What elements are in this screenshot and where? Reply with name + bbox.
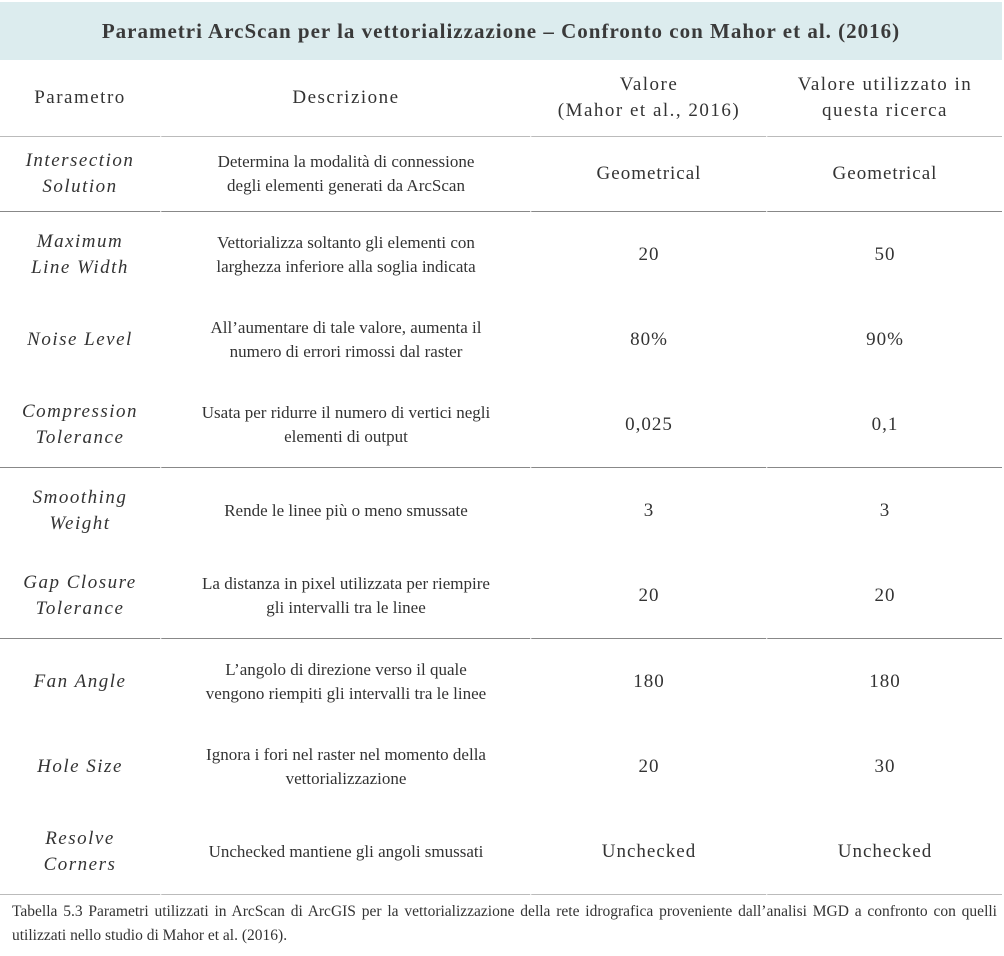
param-name-cell: Gap Closure Tolerance — [0, 553, 160, 639]
table-row: Maximum Line Width Vettorializza soltanto … — [0, 212, 1002, 297]
description-cell: All’aumentare di tale valore, aumenta il… — [160, 297, 530, 382]
description-cell: Usata per ridurre il numero di vertici n… — [160, 382, 530, 468]
table-row: Smoothing Weight Rende le linee più o meno… — [0, 468, 1002, 553]
param-name-cell: Intersection Solution — [0, 137, 160, 212]
table-row: Hole Size Ignora i fori nel raster nel mo… — [0, 724, 1002, 809]
research-value-cell: Geometrical — [766, 137, 1002, 212]
table-row: Intersection Solution Determina la modalit… — [0, 137, 1002, 212]
research-value-cell: 0,1 — [766, 382, 1002, 468]
mahor-value-cell: Geometrical — [530, 137, 766, 212]
param-name-cell: Smoothing Weight — [32, 486, 128, 534]
parameters-table: Parametri ArcScan per la vettorializzazi… — [0, 2, 1002, 895]
table-row: Compression Tolerance Usata per ridurre il… — [0, 382, 1002, 468]
research-value-cell: 90% — [766, 297, 1002, 382]
param-name-cell: Maximum Line Width — [31, 230, 129, 278]
table-row: Resolve Corners Unchecked mantiene gli ang… — [0, 809, 1002, 895]
param-name-cell: Hole Size — [37, 755, 123, 777]
table-row: Fan Angle L’angolo di direzione verso il … — [0, 639, 1002, 724]
table-title: Parametri ArcScan per la vettorializzazi… — [0, 2, 1002, 60]
mahor-value-cell: 180 — [530, 639, 766, 724]
description-cell: Rende le linee più o meno smussate — [160, 468, 530, 553]
description-cell: Ignora i fori nel raster nel momento del… — [160, 724, 530, 809]
mahor-value-cell: 3 — [530, 468, 766, 553]
param-name-cell: Resolve Corners — [0, 809, 160, 895]
header-descrizione: Descrizione — [160, 60, 530, 137]
research-value-cell: 180 — [766, 639, 1002, 724]
header-parametro: Parametro — [0, 60, 160, 137]
table-grid: Parametro Descrizione Valore (Mahor et al… — [0, 60, 1002, 895]
param-name-cell: Fan Angle — [33, 670, 127, 692]
research-value-cell: 3 — [766, 468, 1002, 553]
description-cell: La distanza in pixel utilizzata per riem… — [160, 553, 530, 639]
research-value-cell: 50 — [766, 212, 1002, 297]
description-cell: L’angolo di direzione verso il quale veng… — [160, 639, 530, 724]
mahor-value-cell: 20 — [530, 553, 766, 639]
description-cell: Determina la modalità di connessione degl… — [160, 137, 530, 212]
table-row: Gap Closure Tolerance La distanza in pixel… — [0, 553, 1002, 639]
table-header-row: Parametro Descrizione Valore (Mahor et al… — [0, 60, 1002, 137]
research-value-cell: 30 — [766, 724, 1002, 809]
description-cell: Unchecked mantiene gli angoli smussati — [160, 809, 530, 895]
mahor-value-cell: 80% — [530, 297, 766, 382]
mahor-value-cell: Unchecked — [530, 809, 766, 895]
mahor-value-cell: 20 — [530, 212, 766, 297]
table-row: Noise Level All’aumentare di tale valore,… — [0, 297, 1002, 382]
header-valore-ricerca: Valore utilizzato in questa ricerca — [766, 60, 1002, 137]
param-name-cell: Noise Level — [27, 328, 133, 350]
research-value-cell: 20 — [766, 553, 1002, 639]
table-caption: Tabella 5.3 Parametri utilizzati in ArcS… — [12, 903, 997, 944]
mahor-value-cell: 0,025 — [530, 382, 766, 468]
param-name-cell: Compression Tolerance — [0, 382, 160, 468]
description-cell: Vettorializza soltanto gli elementi con l… — [160, 212, 530, 297]
header-valore-mahor: Valore (Mahor et al., 2016) — [530, 60, 766, 137]
research-value-cell: Unchecked — [766, 809, 1002, 895]
mahor-value-cell: 20 — [530, 724, 766, 809]
